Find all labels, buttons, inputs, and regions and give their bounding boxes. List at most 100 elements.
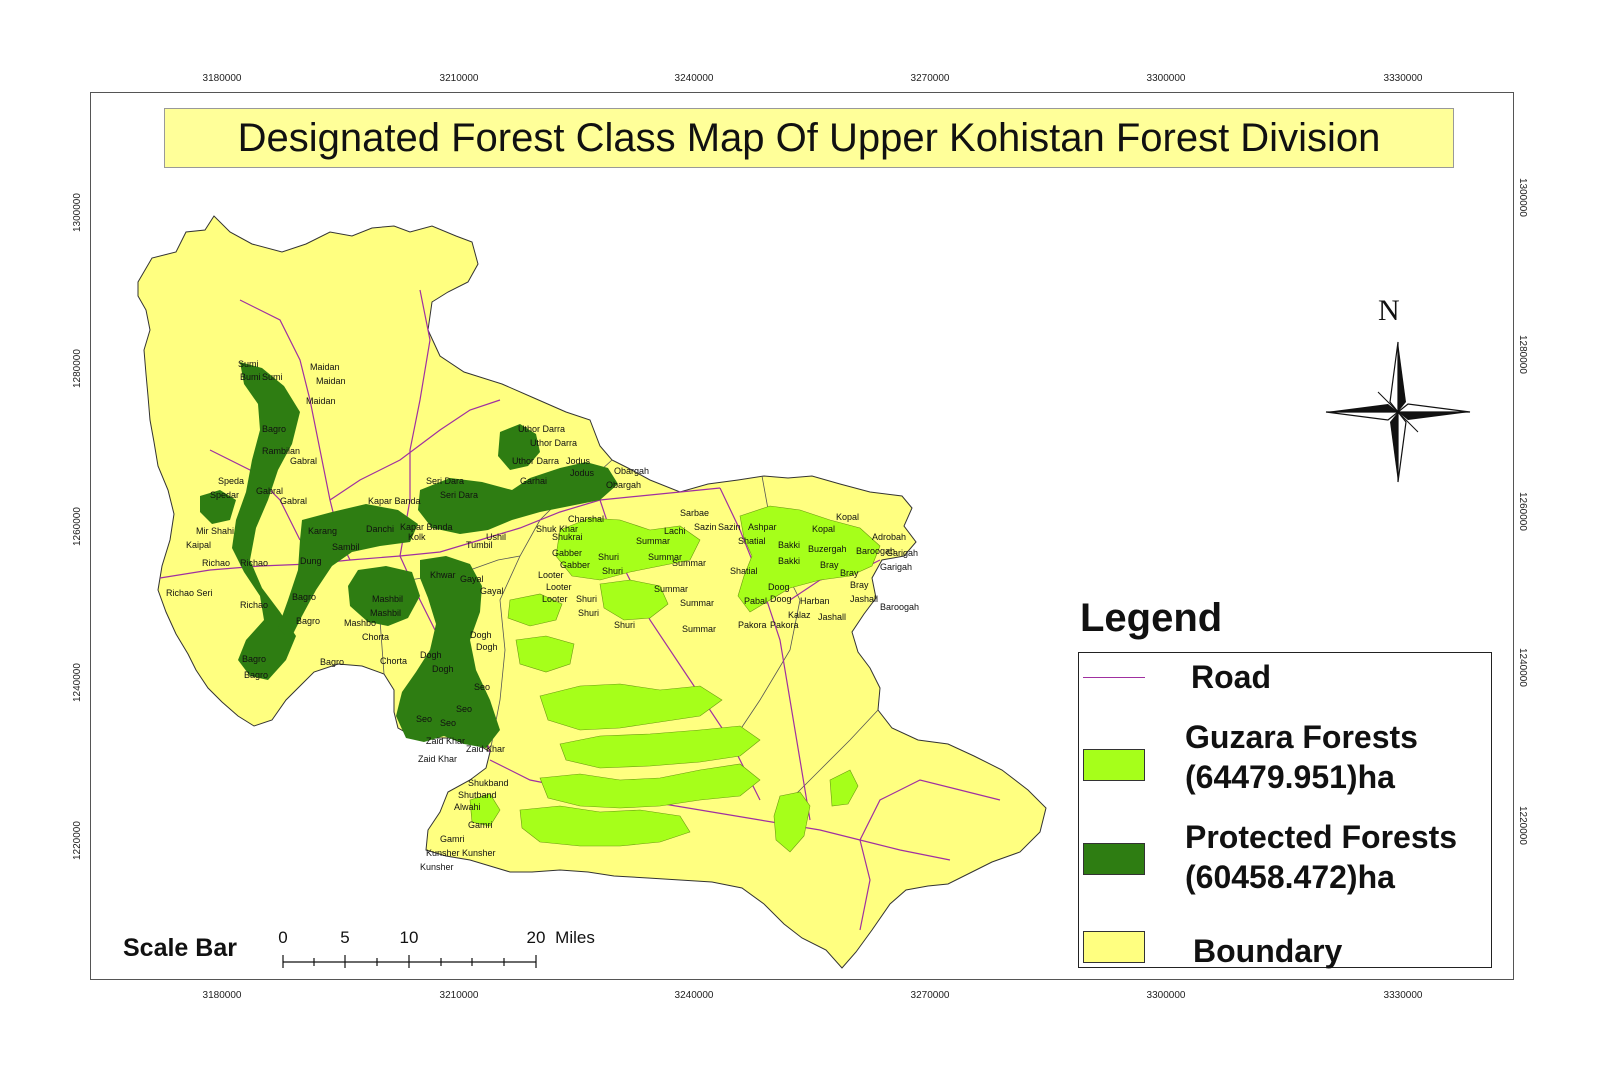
village-label: Gabral [256, 486, 283, 496]
village-label: Bakki [778, 556, 800, 566]
village-label: Sarbae [680, 508, 709, 518]
scale-tick-label: 5 [340, 928, 350, 947]
village-label: Looter [546, 582, 572, 592]
village-label: Summar [648, 552, 682, 562]
village-label: Jodus [566, 456, 591, 466]
map-title-box: Designated Forest Class Map Of Upper Koh… [164, 108, 1454, 168]
village-label: Rambilan [262, 446, 300, 456]
village-label: Shuk Khar [536, 524, 578, 534]
x-tick-label: 3210000 [439, 73, 479, 84]
x-tick-label: 3330000 [1383, 990, 1423, 1001]
village-label: Kunsher [462, 848, 496, 858]
village-label: Jashall [818, 612, 846, 622]
village-label: Lachi [664, 526, 686, 536]
y-tick-label: 1280000 [1517, 335, 1528, 374]
village-label: Gamri [440, 834, 465, 844]
village-label: Karang [308, 526, 337, 536]
y-tick-label: 1260000 [72, 507, 83, 546]
village-label: Shukband [468, 778, 509, 788]
village-label: Uthor Darra [530, 438, 577, 448]
village-label: Doog [768, 582, 790, 592]
village-label: Gamri [468, 820, 493, 830]
x-tick-label: 3180000 [202, 990, 242, 1001]
village-label: Bagro [242, 654, 266, 664]
village-label: Looter [542, 594, 568, 604]
x-tick-label: 3210000 [439, 990, 479, 1001]
village-label: Bray [820, 560, 839, 570]
scale-tick-label: 20 [526, 928, 546, 947]
village-label: Jashall [850, 594, 878, 604]
y-tick-label: 1220000 [72, 821, 83, 860]
village-label: Mir Shahi [196, 526, 234, 536]
village-label: Gabral [280, 496, 307, 506]
village-label: Shutband [458, 790, 497, 800]
village-label: Shukrai [552, 532, 583, 542]
village-label: Richao [202, 558, 230, 568]
village-label: Zaid Khar [426, 736, 465, 746]
y-tick-label: 1300000 [72, 193, 83, 232]
village-label: Maidan [316, 376, 346, 386]
village-label: Tumbil [466, 540, 493, 550]
village-label: Kapar Banda [400, 522, 453, 532]
village-label: Bumi [240, 372, 261, 382]
legend-protected-label: Protected Forests [1185, 819, 1458, 855]
x-tick-label: 3240000 [674, 990, 714, 1001]
village-label: Richao [240, 600, 268, 610]
guzara-village-labels: Shukrai Gabber Gabber Looter Looter Loot… [420, 508, 919, 872]
road-swatch [1083, 677, 1145, 678]
map-title: Designated Forest Class Map Of Upper Koh… [237, 115, 1381, 160]
village-label: Maidan [306, 396, 336, 406]
village-label: Shatial [730, 566, 758, 576]
x-tick-label: 3330000 [1383, 73, 1423, 84]
village-label: Kolk [408, 532, 426, 542]
north-label: N [1378, 294, 1400, 327]
village-label: Sumi [238, 359, 259, 369]
village-label: Mashbo [344, 618, 376, 628]
legend-title: Legend [1080, 596, 1223, 640]
village-label: Chorta [380, 656, 407, 666]
village-label: Adrobah [872, 532, 906, 542]
village-label: Alwahi [454, 802, 481, 812]
village-label: Bagro [320, 657, 344, 667]
village-label: Seo [474, 682, 490, 692]
village-label: Baroogah [856, 546, 895, 556]
village-label: Pabal [744, 596, 767, 606]
village-label: Garigah [880, 562, 912, 572]
scale-tick-label: 0 [278, 928, 288, 947]
village-label: Kapar Banda [368, 496, 421, 506]
scale-tick-label: 10 [399, 928, 419, 947]
village-label: Pakora [738, 620, 767, 630]
y-tick-label: 1280000 [72, 349, 83, 388]
village-label: Bagro [296, 616, 320, 626]
village-label: Charshal [568, 514, 604, 524]
y-tick-label: 1240000 [72, 663, 83, 702]
village-label: Garigah [886, 548, 918, 558]
legend-protected-area: (60458.472)ha [1185, 859, 1395, 895]
y-tick-label: 1240000 [1517, 648, 1528, 687]
village-label: Dung [300, 556, 322, 566]
village-label: Shuri [578, 608, 599, 618]
village-label: Dogh [470, 630, 492, 640]
village-label: Kalaz [788, 610, 811, 620]
x-tick-label: 3240000 [674, 73, 714, 84]
village-label: Bagro [292, 592, 316, 602]
guzara-swatch [1083, 749, 1145, 781]
village-label: Bagro [244, 670, 268, 680]
village-label: Richao [240, 558, 268, 568]
village-label: Ushil [486, 532, 506, 542]
village-label: Kunsher [426, 848, 460, 858]
village-label: Dogh [476, 642, 498, 652]
village-label: Shuri [598, 552, 619, 562]
scale-bar-label: Scale Bar [123, 934, 237, 962]
village-label: Summar [682, 624, 716, 634]
north-arrow-icon [1325, 341, 1471, 483]
x-tick-label: 3270000 [910, 73, 950, 84]
village-label: Spedar [210, 490, 239, 500]
village-label: Gayal [460, 574, 484, 584]
village-label: Kunsher [420, 862, 454, 872]
village-label: Sazin [718, 522, 741, 532]
village-label: Garhai [520, 476, 547, 486]
protected-forests [200, 362, 618, 748]
village-label: Seo [440, 718, 456, 728]
